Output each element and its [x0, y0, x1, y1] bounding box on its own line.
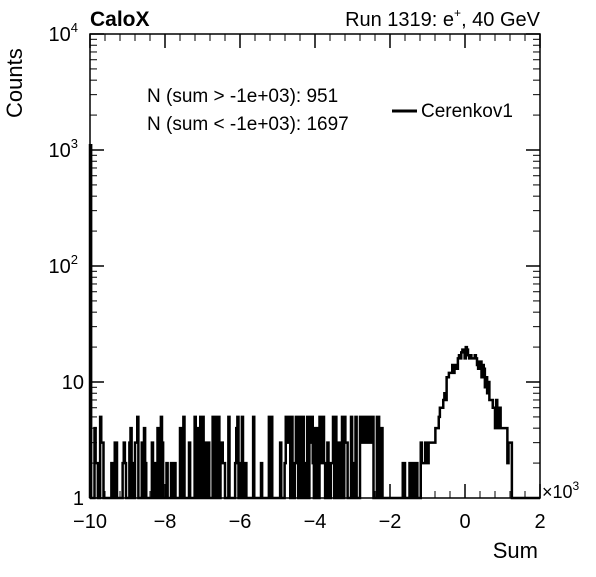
x-tick-label: 2	[534, 511, 545, 533]
y-axis-ticks: 1 10 102 103 104	[49, 20, 540, 510]
annotation-count-above: N (sum > -1e+03): 951	[147, 86, 338, 107]
x-tick-label: −10	[73, 511, 107, 533]
y-tick-label: 1	[73, 488, 84, 510]
y-tick-label: 102	[49, 252, 78, 278]
x-tick-label: −2	[379, 511, 402, 533]
y-tick-label: 104	[49, 20, 78, 46]
x-axis-label: Sum	[493, 538, 538, 563]
x-tick-label: −6	[229, 511, 252, 533]
y-tick-label: 10	[62, 372, 84, 394]
y-tick-label: 103	[49, 136, 78, 162]
histogram-series-cerenkov1	[88, 143, 540, 500]
run-label: Run 1319: e+, 40 GeV	[345, 6, 541, 31]
x-axis-ticks: −10 −8 −6 −4 −2 0 2	[73, 34, 546, 533]
x-multiplier: ×103	[542, 479, 580, 502]
legend-label-cerenkov1: Cerenkov1	[421, 101, 513, 122]
y-axis-label: Counts	[2, 48, 27, 118]
x-tick-label: 0	[459, 511, 470, 533]
x-tick-label: −8	[154, 511, 177, 533]
brand-label: CaloX	[90, 8, 150, 31]
x-tick-label: −4	[304, 511, 327, 533]
annotation-count-below: N (sum < -1e+03): 1697	[147, 114, 349, 135]
